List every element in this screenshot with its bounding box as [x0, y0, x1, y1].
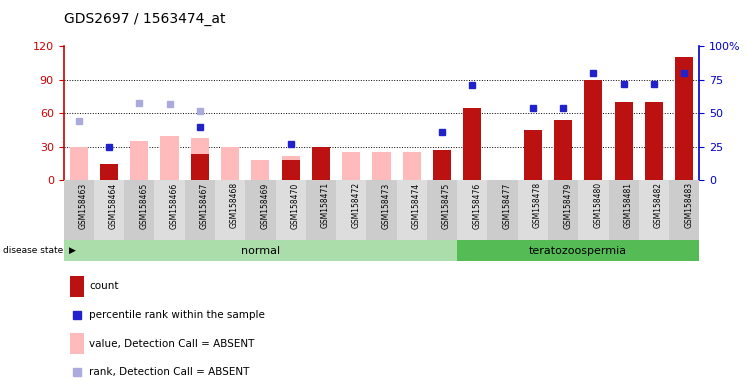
Text: GSM158471: GSM158471	[321, 182, 330, 228]
Text: GSM158466: GSM158466	[170, 182, 179, 228]
Bar	[161, 136, 179, 180]
Bar	[336, 180, 367, 240]
Bar	[427, 180, 457, 240]
Bar	[306, 180, 336, 240]
Text: value, Detection Call = ABSENT: value, Detection Call = ABSENT	[89, 339, 254, 349]
Bar	[342, 152, 361, 180]
Bar	[457, 240, 699, 261]
Text: GSM158465: GSM158465	[139, 182, 148, 228]
Bar	[245, 180, 275, 240]
Text: GSM158474: GSM158474	[411, 182, 421, 228]
Bar	[367, 180, 396, 240]
Text: teratozoospermia: teratozoospermia	[530, 245, 628, 256]
Bar	[191, 154, 209, 180]
Bar	[251, 161, 269, 180]
Bar	[312, 147, 330, 180]
Bar	[64, 180, 94, 240]
Text: GSM158478: GSM158478	[533, 182, 542, 228]
Text: GSM158463: GSM158463	[79, 182, 88, 228]
Text: disease state  ▶: disease state ▶	[3, 246, 76, 255]
Text: rank, Detection Call = ABSENT: rank, Detection Call = ABSENT	[89, 367, 249, 377]
Text: GDS2697 / 1563474_at: GDS2697 / 1563474_at	[64, 12, 225, 25]
Bar	[463, 108, 482, 180]
Bar	[396, 180, 427, 240]
Bar	[70, 333, 84, 354]
Bar	[124, 180, 154, 240]
Text: GSM158483: GSM158483	[684, 182, 693, 228]
Text: GSM158480: GSM158480	[593, 182, 602, 228]
Bar	[64, 240, 457, 261]
Bar	[402, 152, 421, 180]
Bar	[94, 180, 124, 240]
Bar	[645, 102, 663, 180]
Text: GSM158481: GSM158481	[624, 182, 633, 228]
Text: GSM158476: GSM158476	[472, 182, 481, 228]
Bar	[221, 147, 239, 180]
Text: GSM158464: GSM158464	[109, 182, 118, 228]
Bar	[130, 141, 148, 180]
Bar	[275, 180, 306, 240]
Text: GSM158468: GSM158468	[230, 182, 239, 228]
Bar	[70, 276, 84, 297]
Bar	[488, 180, 518, 240]
Text: GSM158467: GSM158467	[200, 182, 209, 228]
Text: GSM158475: GSM158475	[442, 182, 451, 228]
Bar	[669, 180, 699, 240]
Bar	[615, 102, 633, 180]
Bar	[312, 158, 330, 180]
Text: count: count	[89, 281, 118, 291]
Text: GSM158473: GSM158473	[381, 182, 390, 228]
Bar	[100, 164, 118, 180]
Text: GSM158472: GSM158472	[352, 182, 361, 228]
Text: GSM158470: GSM158470	[291, 182, 300, 228]
Bar	[281, 156, 300, 180]
Bar	[457, 180, 488, 240]
Bar	[281, 161, 300, 180]
Bar	[433, 150, 451, 180]
Bar	[609, 180, 639, 240]
Text: GSM158479: GSM158479	[563, 182, 572, 228]
Text: GSM158482: GSM158482	[654, 182, 663, 228]
Bar	[578, 180, 609, 240]
Text: percentile rank within the sample: percentile rank within the sample	[89, 310, 265, 320]
Bar	[185, 180, 215, 240]
Bar	[191, 138, 209, 180]
Text: GSM158477: GSM158477	[503, 182, 512, 228]
Bar	[584, 79, 602, 180]
Bar	[373, 152, 390, 180]
Bar	[518, 180, 548, 240]
Bar	[154, 180, 185, 240]
Bar	[524, 130, 542, 180]
Text: normal: normal	[241, 245, 280, 256]
Bar	[548, 180, 578, 240]
Bar	[215, 180, 245, 240]
Bar	[639, 180, 669, 240]
Bar	[554, 120, 572, 180]
Bar	[675, 57, 693, 180]
Text: GSM158469: GSM158469	[260, 182, 269, 228]
Bar	[70, 147, 88, 180]
